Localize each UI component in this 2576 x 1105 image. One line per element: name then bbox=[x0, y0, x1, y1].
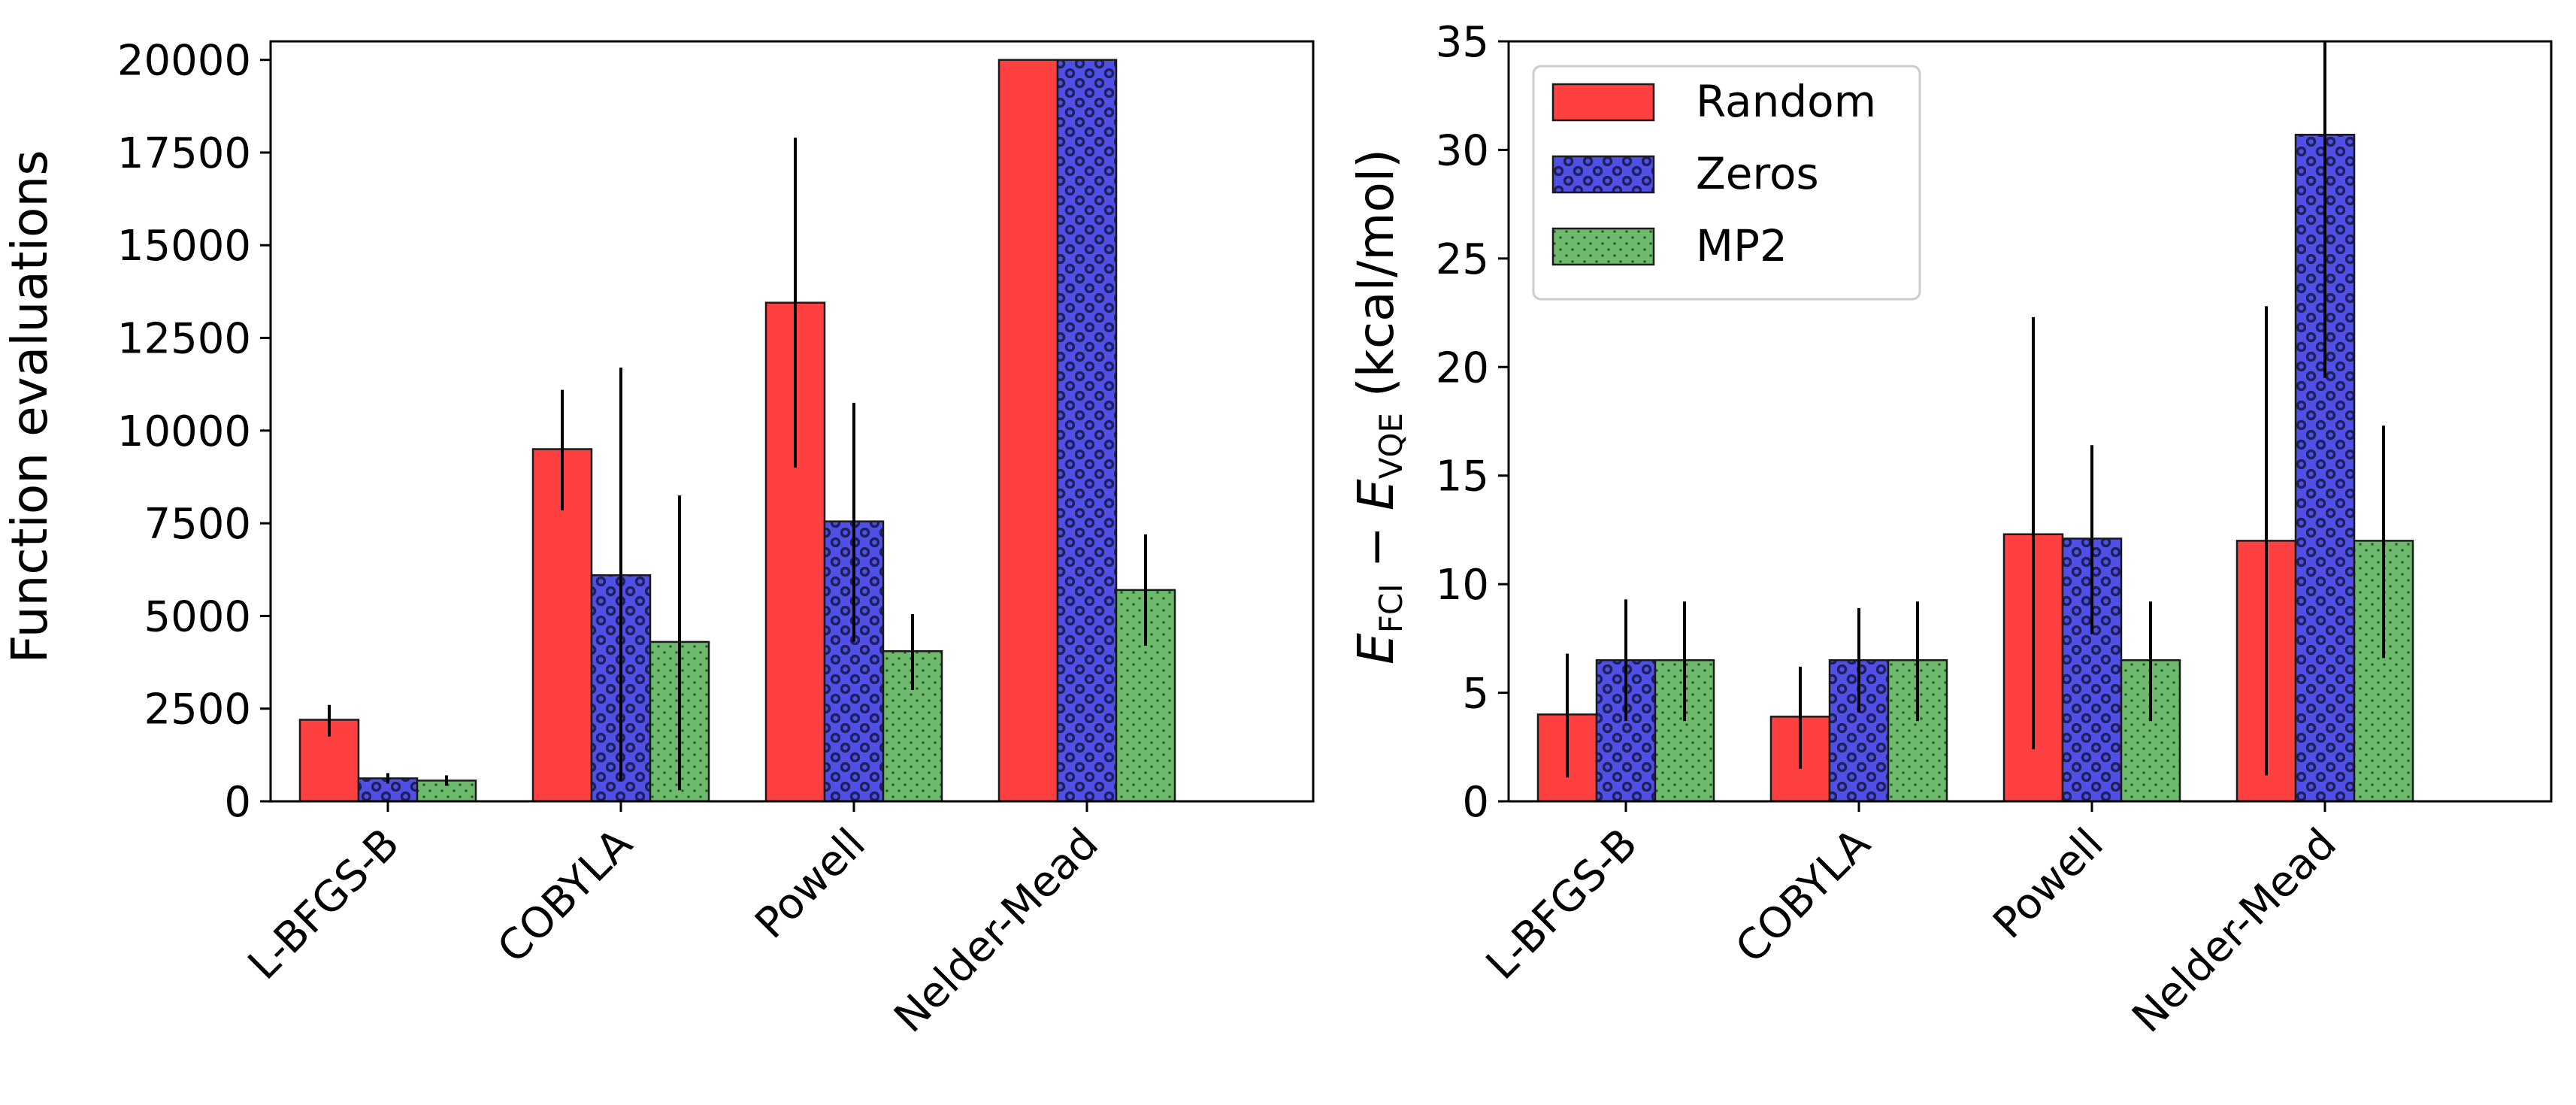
legend: Random Zeros MP2 bbox=[1532, 65, 1921, 301]
plot-frame bbox=[1507, 40, 2553, 803]
y-tick-label: 0 bbox=[224, 778, 251, 827]
y-tick-label: 10 bbox=[1436, 561, 1489, 610]
x-tick-label-powell: Powell bbox=[746, 819, 874, 948]
y-tick-label: 0 bbox=[1462, 778, 1489, 827]
y-tick-label: 7500 bbox=[144, 500, 251, 549]
y-label-unit: (kcal/mol) bbox=[1347, 149, 1405, 413]
y-label-sub2: VQE bbox=[1373, 413, 1409, 479]
x-axis: L-BFGS-B COBYLA Powell Nelder-Mead bbox=[1477, 801, 2346, 1042]
y-tick-label: 15000 bbox=[117, 222, 251, 271]
x-tick-label-cobyla: COBYLA bbox=[1727, 819, 1880, 973]
y-label-e2: E bbox=[1347, 479, 1405, 510]
x-tick-label-nelder-mead: Nelder-Mead bbox=[885, 819, 1107, 1042]
x-tick-label-powell: Powell bbox=[1984, 819, 2112, 948]
y-tick-label: 12500 bbox=[117, 315, 251, 364]
y-axis: 0 5 10 15 20 25 30 35 bbox=[1436, 18, 1509, 827]
y-tick-label: 5000 bbox=[144, 592, 251, 641]
legend-swatch-zeros bbox=[1551, 155, 1655, 194]
y-label-minus: − bbox=[1347, 510, 1405, 583]
y-tick-label: 20 bbox=[1436, 344, 1489, 392]
legend-label-zeros: Zeros bbox=[1696, 148, 1819, 199]
legend-swatch-mp2 bbox=[1551, 227, 1655, 266]
legend-swatch-random bbox=[1551, 83, 1655, 122]
x-tick-label-nelder-mead: Nelder-Mead bbox=[2123, 819, 2345, 1042]
bars-group bbox=[298, 59, 1176, 803]
error-bars-group bbox=[1566, 41, 2385, 778]
x-axis: L-BFGS-B COBYLA Powell Nelder-Mead bbox=[239, 801, 1108, 1042]
legend-label-mp2: MP2 bbox=[1696, 220, 1787, 271]
left-chart-panel: 0 2500 5000 7500 10000 12500 15000 17500 20000 L… bbox=[1, 37, 1315, 1042]
y-tick-label: 35 bbox=[1436, 18, 1489, 67]
x-tick-label-cobyla: COBYLA bbox=[489, 819, 642, 973]
right-chart-panel: 0 5 10 15 20 25 30 35 L-BFGS-B COBYLA Powell Nelde… bbox=[1347, 18, 2553, 1042]
y-tick-label: 30 bbox=[1436, 126, 1489, 175]
bar-zeros-nelder-mead bbox=[1056, 59, 1118, 803]
y-tick-label: 25 bbox=[1436, 235, 1489, 284]
legend-label-random: Random bbox=[1696, 76, 1876, 127]
y-tick-label: 10000 bbox=[117, 407, 251, 456]
y-label-sub1: FCI bbox=[1373, 583, 1409, 633]
y-tick-label: 5 bbox=[1462, 670, 1489, 719]
plot-frame bbox=[269, 40, 1315, 803]
bar-random-nelder-mead bbox=[997, 59, 1059, 803]
error-bars-group bbox=[328, 138, 1147, 791]
y-axis-label: Function evaluations bbox=[1, 150, 59, 663]
y-tick-label: 15 bbox=[1436, 453, 1489, 501]
y-tick-label: 20000 bbox=[117, 37, 251, 86]
y-axis: 0 2500 5000 7500 10000 12500 15000 17500 20000 bbox=[117, 37, 271, 827]
y-label-e1: E bbox=[1347, 633, 1405, 665]
y-tick-label: 17500 bbox=[117, 129, 251, 178]
x-tick-label-l-bfgs-b: L-BFGS-B bbox=[239, 819, 409, 989]
x-tick-label-l-bfgs-b: L-BFGS-B bbox=[1477, 819, 1647, 989]
y-axis-label: EFCI − EVQE (kcal/mol) bbox=[1347, 149, 1409, 665]
y-tick-label: 2500 bbox=[144, 686, 251, 734]
